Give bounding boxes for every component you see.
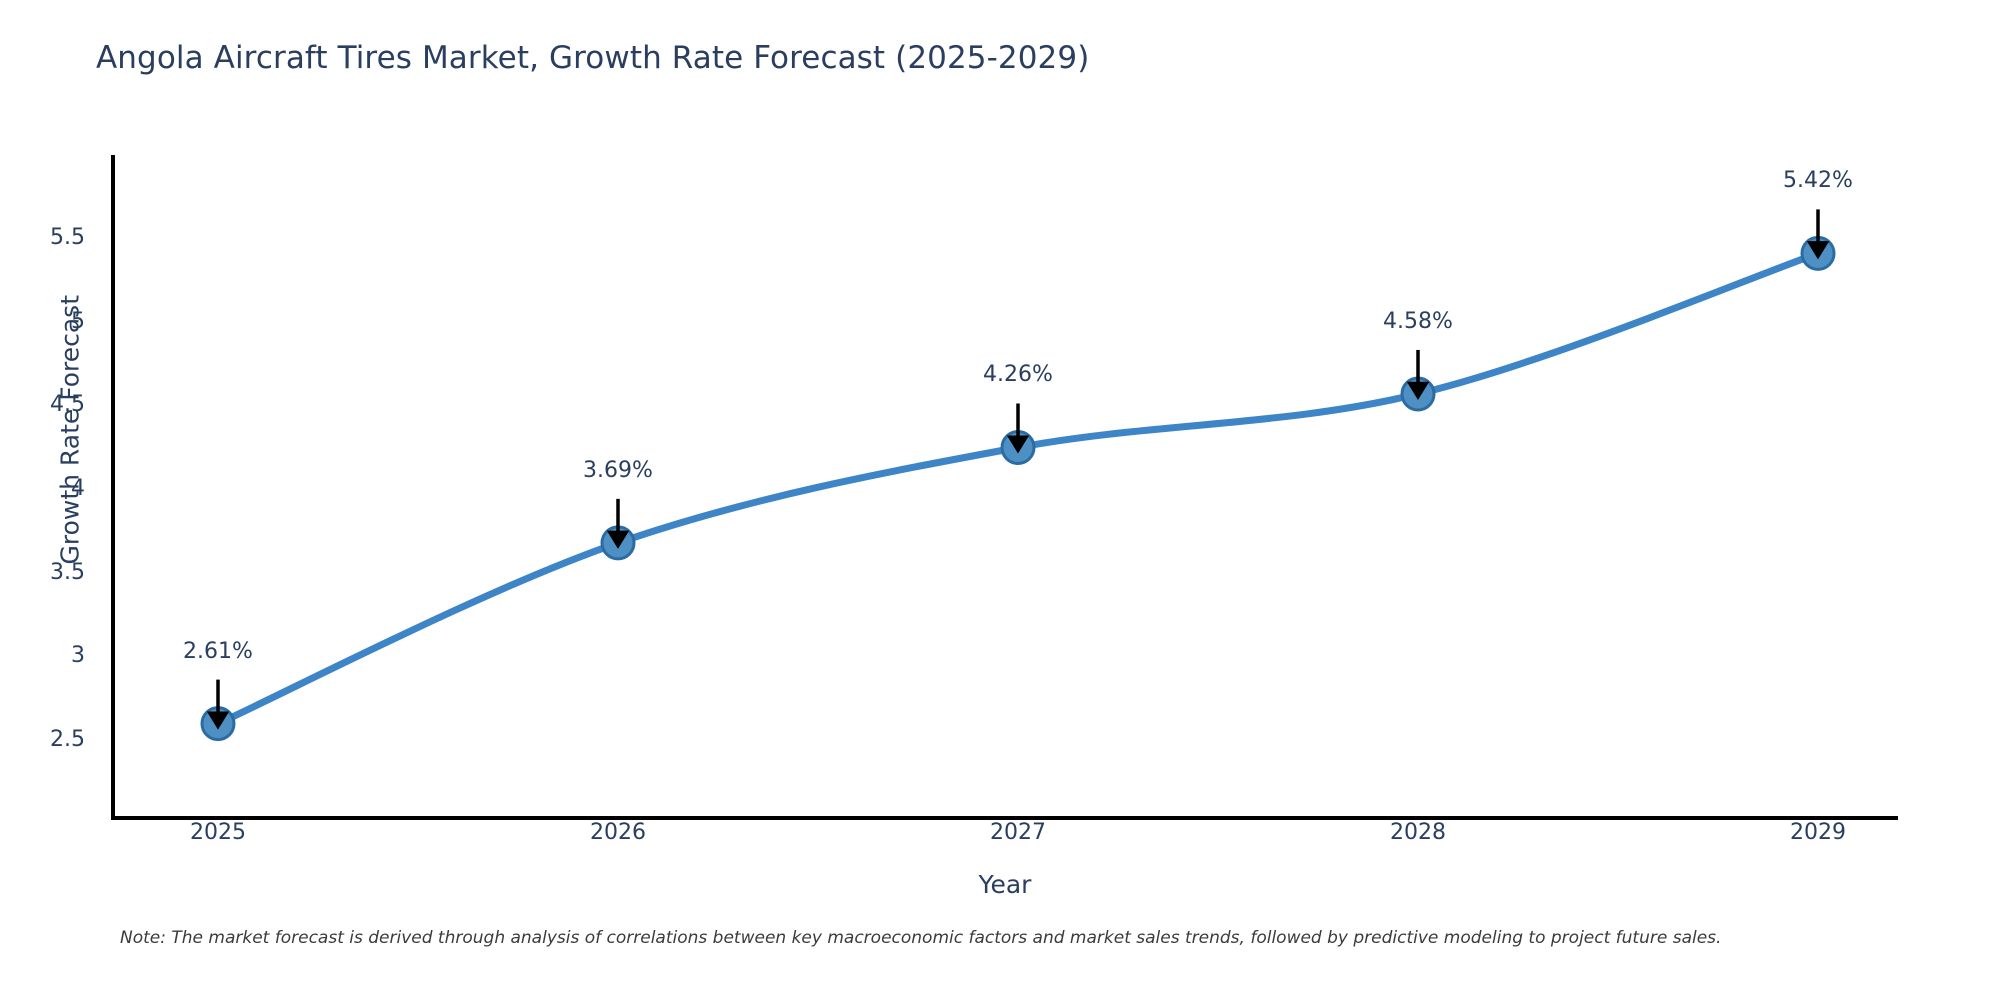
- x-tick-label-2028: 2028: [1390, 820, 1446, 845]
- y-tick-label-3: 3: [71, 643, 85, 669]
- y-tick-label-4-5: 4.5: [50, 392, 85, 418]
- data-line: [214, 249, 1822, 728]
- x-tick-label-2026: 2026: [590, 820, 646, 845]
- point-label-2029: 5.42%: [1783, 168, 1853, 194]
- x-tick-label-2027: 2027: [990, 820, 1046, 845]
- chart-title: Angola Aircraft Tires Market, Growth Rat…: [96, 40, 1090, 76]
- point-label-2025: 2.61%: [183, 638, 253, 664]
- point-label-2026: 3.69%: [583, 457, 653, 483]
- y-axis-title: Growth Rate Forecast: [55, 295, 85, 565]
- x-axis-title: Year: [978, 870, 1032, 899]
- x-tick-label-2025: 2025: [190, 820, 246, 845]
- y-tick-label-5-5: 5.5: [50, 225, 85, 250]
- point-label-2027: 4.26%: [983, 362, 1053, 388]
- x-tick-label-2029: 2029: [1790, 820, 1846, 845]
- y-tick-label-4: 4: [71, 476, 85, 501]
- y-tick-label-3-5: 3.5: [50, 559, 85, 585]
- y-tick-label-5: 5: [71, 308, 85, 334]
- point-label-2028: 4.58%: [1383, 308, 1453, 334]
- chart-footnote: Note: The market forecast is derived thr…: [120, 928, 1722, 948]
- y-tick-label-2-5: 2.5: [50, 727, 85, 752]
